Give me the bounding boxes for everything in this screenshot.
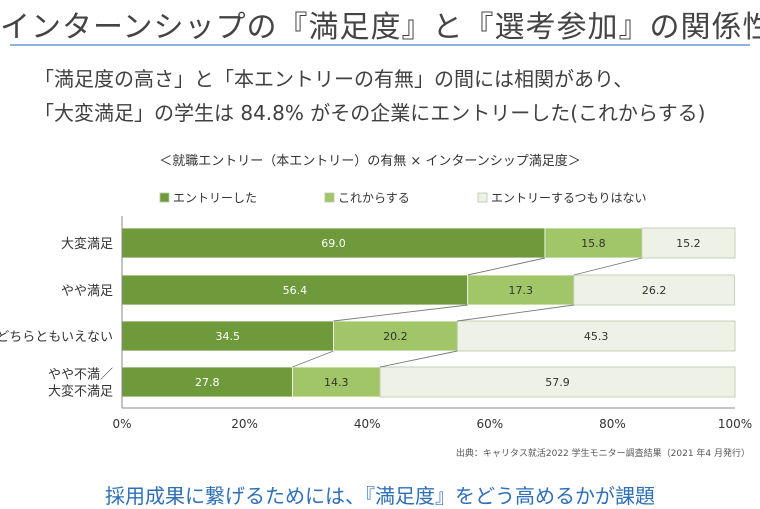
category-label: やや満足 [61,284,113,299]
category-label: どちらともいえない [0,330,113,345]
data-label: 17.3 [509,284,534,297]
category-label: やや不満／ [48,368,113,383]
lead-text-line-1: 「満足度の高さ」と「本エントリーの有無」の間には相関があり、 [34,67,634,91]
legend-swatch [324,192,335,203]
source-note: 出典：キャリタス就活2022 学生モニター調査結果（2021 年4 月発行） [456,447,750,459]
bar-segment [121,366,293,398]
data-label: 34.5 [215,330,240,343]
category-label: 大変満足 [61,236,113,252]
x-tick-label: 100% [718,417,752,431]
category-label: 大変不満足 [48,384,113,400]
series-connector-line [467,257,546,276]
data-label: 20.2 [383,330,408,343]
x-tick-label: 20% [231,417,258,431]
lead-text-line-2: 「大変満足」の学生は 84.8% がその企業にエントリーした(これからする) [34,101,706,125]
series-connector-line [573,257,642,276]
bar-segment [573,274,735,306]
bar-segment [641,227,736,259]
bar-segment [121,320,334,352]
bar-segment [333,320,458,352]
series-connector-line [379,350,458,368]
x-tick-label: 40% [354,417,381,431]
data-label: 14.3 [324,376,349,389]
data-label: 15.2 [676,237,701,250]
bar-segment [544,227,643,259]
series-connector-line [292,350,334,368]
legend-label: エントリーするつもりはない [491,191,647,205]
data-label: 57.9 [545,376,570,389]
data-label: 15.8 [581,237,606,250]
chart-title: ＜就職エントリー（本エントリー）の有無 × インターンシップ満足度＞ [159,153,581,169]
bar-segment [379,366,736,398]
title-divider [10,44,750,46]
data-label: 27.8 [195,376,220,389]
bar-segment [121,274,469,306]
legend-label: これからする [338,191,410,205]
series-connector-line [333,304,468,322]
page-title: インターンシップの『満足度』と『選考参加』の関係性 [0,10,760,45]
bar-segment [121,227,546,259]
footer-message: 採用成果に繋げるためには、『満足度』をどう高めるかが課題 [105,484,655,508]
legend-swatch [159,192,170,203]
data-label: 45.3 [584,330,609,343]
x-tick-label: 0% [112,417,131,431]
x-tick-label: 60% [476,417,503,431]
x-tick-label: 80% [599,417,626,431]
bar-segment [456,320,736,352]
bar-segment [467,274,575,306]
stacked-bar-chart: ＜就職エントリー（本エントリー）の有無 × インターンシップ満足度＞ エントリーし… [0,153,752,459]
legend-swatch [477,192,488,203]
legend-label: エントリーした [173,191,257,205]
data-label: 26.2 [642,284,667,297]
data-label: 69.0 [321,237,346,250]
series-connector-line [457,304,574,322]
data-label: 56.4 [283,284,308,297]
